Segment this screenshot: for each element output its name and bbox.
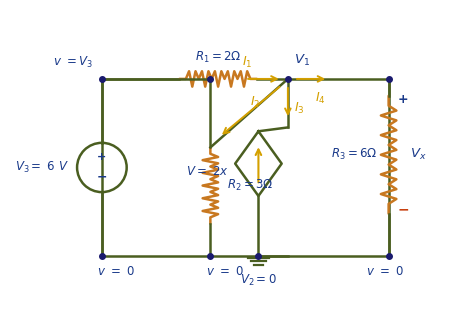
Text: $v\ =\ 0$: $v\ =\ 0$ <box>97 265 135 278</box>
Text: −: − <box>398 203 410 217</box>
Text: $R_1{=}2\Omega$: $R_1{=}2\Omega$ <box>195 50 241 65</box>
Text: $v\ =\ 0$: $v\ =\ 0$ <box>366 265 403 278</box>
Text: $V{=}\ 2x$: $V{=}\ 2x$ <box>186 165 229 178</box>
Text: $V_3{=}\ 6\ V$: $V_3{=}\ 6\ V$ <box>16 160 69 175</box>
Text: +: + <box>97 153 107 162</box>
Text: +: + <box>398 93 409 106</box>
Text: $I_1$: $I_1$ <box>242 54 253 70</box>
Text: $V_x$: $V_x$ <box>410 147 427 162</box>
Text: $v\ =V_3$: $v\ =V_3$ <box>53 54 92 70</box>
Text: $v\ =\ 0$: $v\ =\ 0$ <box>206 265 243 278</box>
Text: $I_3$: $I_3$ <box>294 101 305 116</box>
Text: $I_4$: $I_4$ <box>315 91 326 106</box>
Text: $V_1$: $V_1$ <box>294 53 310 68</box>
Text: $V_2=0$: $V_2=0$ <box>240 273 277 288</box>
Text: −: − <box>97 171 107 184</box>
Text: $I_2$: $I_2$ <box>250 95 261 110</box>
Text: $R_2{=}3\Omega$: $R_2{=}3\Omega$ <box>228 178 273 193</box>
Text: $R_3{=}6\Omega$: $R_3{=}6\Omega$ <box>331 147 377 162</box>
